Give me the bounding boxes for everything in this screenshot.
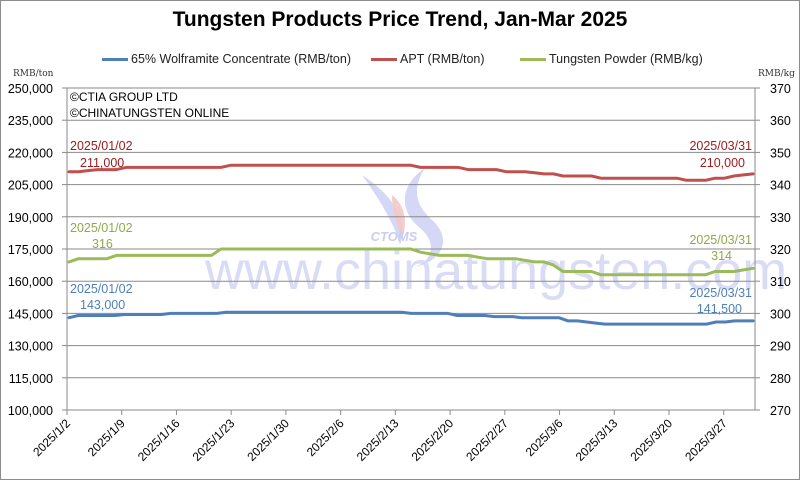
svg-text:2025/03/31: 2025/03/31 <box>689 139 752 153</box>
svg-text:115,000: 115,000 <box>9 372 53 386</box>
legend-swatch-wolframite <box>102 57 128 61</box>
svg-text:2025/3/13: 2025/3/13 <box>573 416 621 464</box>
svg-text:310: 310 <box>770 275 791 289</box>
svg-text:235,000: 235,000 <box>8 114 53 128</box>
svg-text:©CHINATUNGSTEN ONLINE: ©CHINATUNGSTEN ONLINE <box>70 106 229 120</box>
svg-text:350: 350 <box>770 146 791 160</box>
svg-text:2025/1/9: 2025/1/9 <box>85 416 128 459</box>
svg-text:145,000: 145,000 <box>8 307 53 321</box>
svg-text:2025/3/6: 2025/3/6 <box>523 416 566 459</box>
svg-text:320: 320 <box>770 243 791 257</box>
legend-item-powder: Tungsten Powder (RMB/kg) <box>520 52 703 66</box>
svg-text:2025/3/20: 2025/3/20 <box>627 416 675 464</box>
left-axis-unit: RMB/ton <box>13 69 54 79</box>
svg-text:330: 330 <box>770 211 791 225</box>
svg-text:160,000: 160,000 <box>8 275 53 289</box>
svg-text:2025/3/27: 2025/3/27 <box>682 416 730 464</box>
svg-text:175,000: 175,000 <box>8 243 53 257</box>
svg-text:2025/01/02: 2025/01/02 <box>70 139 133 153</box>
svg-text:2025/01/02: 2025/01/02 <box>70 221 133 235</box>
copyright-notice: ©CTIA GROUP LTD ©CHINATUNGSTEN ONLINE <box>70 90 229 120</box>
gridlines <box>67 87 755 411</box>
svg-text:2025/01/02: 2025/01/02 <box>70 282 133 296</box>
svg-text:314: 314 <box>711 249 732 263</box>
legend-label-apt: APT (RMB/ton) <box>400 52 485 66</box>
svg-text:300: 300 <box>770 307 791 321</box>
svg-text:2025/2/6: 2025/2/6 <box>304 416 347 459</box>
svg-text:143,000: 143,000 <box>80 298 125 312</box>
svg-text:©CTIA GROUP LTD: ©CTIA GROUP LTD <box>70 90 178 104</box>
left-y-axis: 250,000 235,000 220,000 205,000 190,000 175,0… <box>8 82 68 418</box>
legend-label-wolframite: 65% Wolframite Concentrate (RMB/ton) <box>131 52 351 66</box>
right-y-axis: 370 360 350 340 330 320 310 300 290 280 270 <box>754 82 791 418</box>
legend-swatch-powder <box>520 57 546 61</box>
x-axis: 2025/1/2 2025/1/9 2025/1/16 2025/1/23 2025/1… <box>30 410 730 464</box>
chart-title: Tungsten Products Price Trend, Jan-Mar 2… <box>172 8 628 31</box>
apt-line <box>67 163 755 182</box>
svg-text:2025/2/20: 2025/2/20 <box>409 416 457 464</box>
svg-text:2025/1/23: 2025/1/23 <box>190 416 238 464</box>
chart-legend: 65% Wolframite Concentrate (RMB/ton) APT… <box>0 52 800 72</box>
svg-text:280: 280 <box>770 372 791 386</box>
svg-text:2025/03/31: 2025/03/31 <box>689 233 752 247</box>
svg-text:2025/1/2: 2025/1/2 <box>30 416 73 459</box>
legend-item-wolframite: 65% Wolframite Concentrate (RMB/ton) <box>102 52 351 66</box>
svg-text:270: 270 <box>770 404 791 418</box>
legend-swatch-apt <box>371 57 397 61</box>
svg-text:2025/2/27: 2025/2/27 <box>463 416 511 464</box>
svg-text:2025/1/30: 2025/1/30 <box>244 416 292 464</box>
svg-text:141,500: 141,500 <box>697 302 742 316</box>
svg-text:CTOMS: CTOMS <box>371 229 418 244</box>
svg-text:205,000: 205,000 <box>8 179 53 193</box>
svg-text:211,000: 211,000 <box>80 156 124 170</box>
svg-text:2025/03/31: 2025/03/31 <box>689 286 752 300</box>
legend-item-apt: APT (RMB/ton) <box>371 52 485 66</box>
legend-label-powder: Tungsten Powder (RMB/kg) <box>549 52 703 66</box>
svg-text:370: 370 <box>770 82 791 96</box>
svg-text:360: 360 <box>770 114 791 128</box>
svg-text:www.chinatungsten.com: www.chinatungsten.com <box>204 241 787 301</box>
svg-text:100,000: 100,000 <box>8 404 53 418</box>
svg-text:190,000: 190,000 <box>8 211 53 225</box>
right-axis-unit: RMB/kg <box>758 69 795 79</box>
svg-text:210,000: 210,000 <box>700 156 745 170</box>
annotations: 2025/01/02 211,000 2025/03/31 210,000 2025/0… <box>70 139 752 316</box>
wolframite-line <box>67 310 755 326</box>
svg-text:340: 340 <box>770 179 791 193</box>
svg-text:2025/2/13: 2025/2/13 <box>354 416 402 464</box>
svg-text:250,000: 250,000 <box>8 82 53 96</box>
svg-text:316: 316 <box>92 237 113 251</box>
svg-text:130,000: 130,000 <box>8 340 53 354</box>
series-lines <box>67 163 755 326</box>
svg-text:2025/1/16: 2025/1/16 <box>135 416 183 464</box>
svg-text:290: 290 <box>770 340 791 354</box>
powder-line <box>67 247 755 277</box>
svg-text:220,000: 220,000 <box>8 146 53 160</box>
